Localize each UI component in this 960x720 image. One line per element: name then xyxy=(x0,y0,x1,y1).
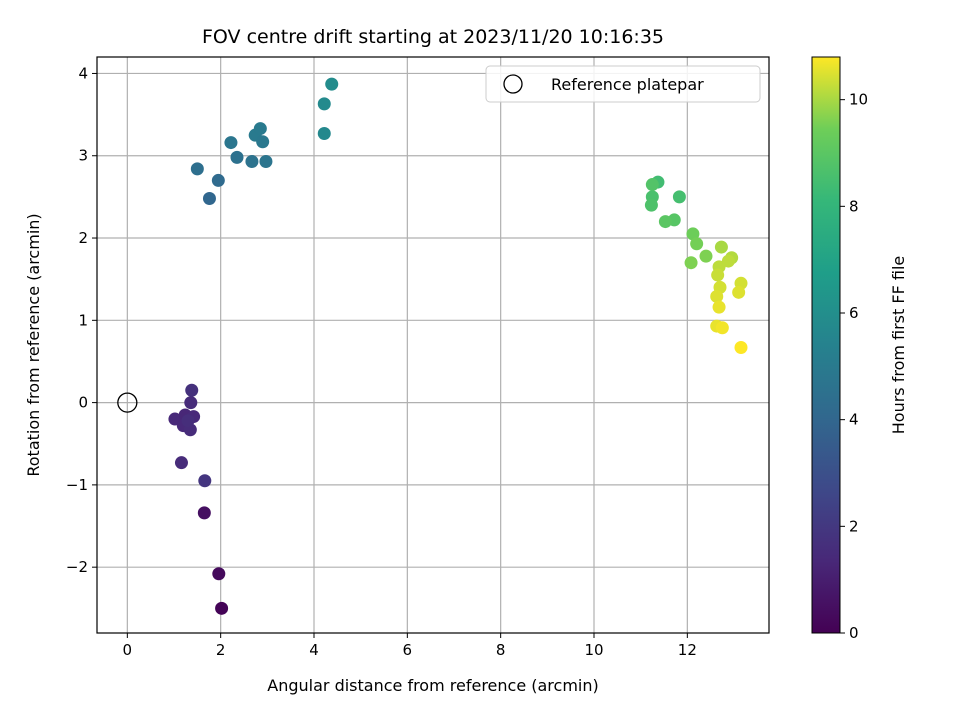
x-tick-label: 10 xyxy=(584,641,603,659)
data-point xyxy=(317,127,331,141)
colorbar-tick-label: 6 xyxy=(849,304,859,322)
y-axis: −2 −1 0 1 2 3 4 xyxy=(66,64,97,576)
x-tick-label: 4 xyxy=(309,641,319,659)
legend-entry-label: Reference platepar xyxy=(551,75,704,94)
data-point xyxy=(197,506,211,520)
data-point xyxy=(325,77,339,91)
data-point xyxy=(181,414,195,428)
colorbar-tick-label: 8 xyxy=(849,197,859,215)
x-axis: 0 2 4 6 8 10 12 xyxy=(123,633,697,659)
legend-box xyxy=(485,65,761,103)
chart-title: FOV centre drift starting at 2023/11/20 … xyxy=(202,26,664,48)
y-tick-label: 2 xyxy=(78,229,88,247)
x-tick-label: 6 xyxy=(403,641,413,659)
reference-layer xyxy=(117,392,138,413)
data-point xyxy=(202,192,216,206)
data-point xyxy=(734,340,748,354)
y-tick-label: 0 xyxy=(78,394,88,412)
y-tick-label: 1 xyxy=(78,311,88,329)
data-point xyxy=(732,285,746,299)
x-tick-label: 8 xyxy=(496,641,506,659)
y-axis-label: Rotation from reference (arcmin) xyxy=(24,213,43,476)
colorbar-label: Hours from first FF file xyxy=(889,256,908,435)
data-point xyxy=(672,190,686,204)
data-point xyxy=(644,198,658,212)
data-point xyxy=(711,268,725,282)
x-axis-label: Angular distance from reference (arcmin) xyxy=(267,676,598,695)
data-point xyxy=(645,178,659,192)
plot-area xyxy=(96,56,770,634)
y-tick-label: −1 xyxy=(66,476,88,494)
data-point xyxy=(712,300,726,314)
data-point xyxy=(253,122,267,136)
data-point xyxy=(710,289,724,303)
data-point xyxy=(686,227,700,241)
data-point xyxy=(714,240,728,254)
data-point xyxy=(174,456,188,470)
colorbar: 0 2 4 6 8 10 Hours from first FF file xyxy=(811,56,908,642)
data-point xyxy=(256,135,270,149)
data-point xyxy=(245,155,259,169)
colorbar-tick-label: 0 xyxy=(849,624,859,642)
y-tick-label: 3 xyxy=(78,147,88,165)
data-point xyxy=(190,162,204,176)
data-point xyxy=(721,254,735,268)
data-point xyxy=(690,237,704,251)
plot-frame xyxy=(96,56,770,634)
y-tick-label: −2 xyxy=(66,558,88,576)
x-tick-label: 0 xyxy=(123,641,133,659)
data-point xyxy=(715,321,729,335)
x-tick-label: 2 xyxy=(216,641,226,659)
reference-platepar-marker xyxy=(117,392,138,413)
y-tick-label: 4 xyxy=(78,64,88,82)
data-point xyxy=(658,215,672,229)
data-point xyxy=(211,173,225,187)
data-point xyxy=(212,567,226,581)
x-tick-label: 12 xyxy=(678,641,697,659)
data-point xyxy=(224,136,238,150)
data-point xyxy=(184,396,198,410)
data-point xyxy=(317,97,331,111)
data-point xyxy=(230,150,244,164)
colorbar-gradient xyxy=(811,56,841,634)
legend: Reference platepar xyxy=(485,65,761,103)
legend-marker-open-circle xyxy=(503,74,523,94)
colorbar-tick-label: 4 xyxy=(849,411,859,429)
data-point xyxy=(684,256,698,270)
colorbar-tick-label: 2 xyxy=(849,517,859,535)
colorbar-ticks: 0 2 4 6 8 10 xyxy=(840,91,868,642)
data-point xyxy=(198,474,212,488)
data-point xyxy=(699,249,713,263)
data-point xyxy=(259,155,273,169)
data-point xyxy=(185,383,199,397)
data-point xyxy=(215,601,229,615)
data-points xyxy=(168,77,748,615)
colorbar-tick-label: 10 xyxy=(849,91,868,109)
